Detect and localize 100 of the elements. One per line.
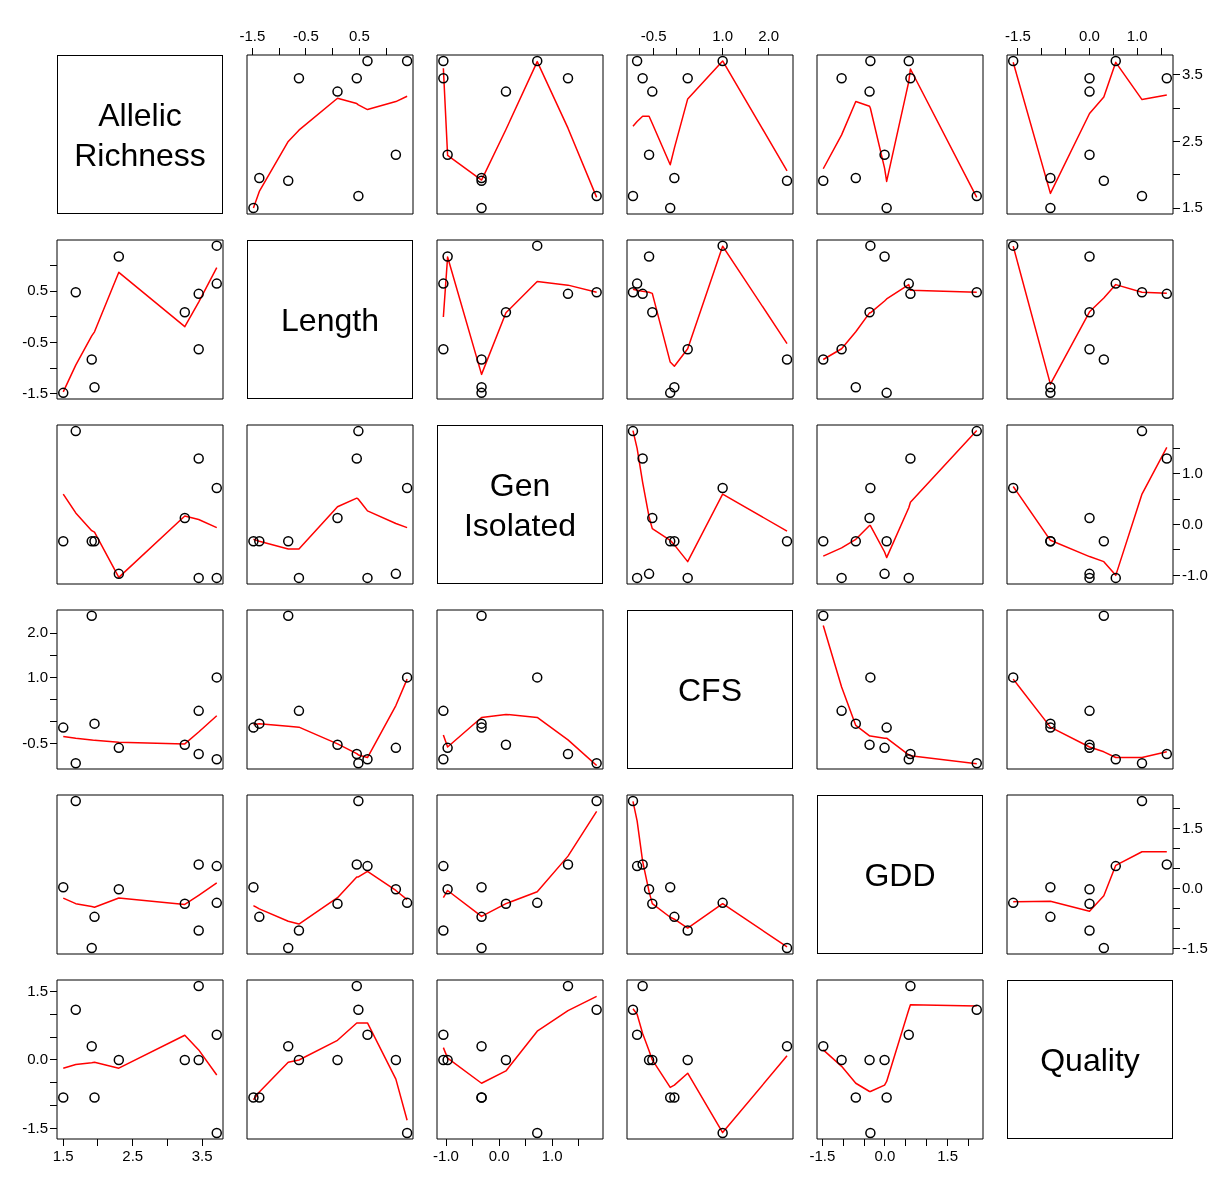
point bbox=[879, 1054, 890, 1066]
y-tick-label: 2.0 bbox=[27, 623, 48, 641]
point bbox=[562, 748, 574, 760]
point bbox=[865, 672, 876, 683]
point bbox=[669, 172, 680, 184]
point bbox=[1007, 672, 1019, 683]
point bbox=[562, 859, 574, 870]
point bbox=[476, 722, 487, 733]
point bbox=[211, 672, 222, 683]
point bbox=[293, 705, 305, 717]
point bbox=[401, 672, 413, 683]
point bbox=[476, 610, 487, 621]
point bbox=[476, 202, 487, 214]
point bbox=[89, 718, 100, 729]
point bbox=[211, 1029, 222, 1041]
point bbox=[1045, 911, 1056, 923]
point bbox=[864, 1054, 875, 1066]
point bbox=[717, 55, 728, 67]
point bbox=[438, 705, 449, 717]
text: Gen Isolated bbox=[437, 425, 603, 584]
point bbox=[362, 754, 373, 765]
point bbox=[627, 795, 639, 807]
point bbox=[717, 1127, 728, 1139]
point bbox=[193, 344, 204, 355]
point bbox=[631, 278, 643, 289]
point bbox=[476, 718, 487, 729]
y-tick-label: -0.5 bbox=[22, 332, 48, 350]
x-tick-label: 0.0 bbox=[488, 1147, 510, 1165]
y-tick-label: 0.0 bbox=[27, 1050, 48, 1068]
point bbox=[476, 911, 487, 923]
point bbox=[643, 568, 655, 580]
point bbox=[647, 86, 658, 97]
point bbox=[905, 288, 916, 300]
point bbox=[1098, 610, 1110, 621]
point bbox=[818, 354, 829, 365]
point bbox=[905, 453, 916, 464]
point bbox=[293, 925, 305, 936]
x-tick-label: 1.0 bbox=[712, 27, 734, 45]
point bbox=[476, 387, 487, 399]
point bbox=[682, 1054, 693, 1066]
point bbox=[1136, 758, 1148, 769]
point bbox=[1084, 898, 1095, 909]
point bbox=[58, 387, 69, 399]
point bbox=[500, 898, 512, 909]
point bbox=[248, 202, 259, 214]
x-tick-label: -0.5 bbox=[640, 27, 667, 45]
point bbox=[476, 354, 487, 365]
point bbox=[390, 742, 402, 754]
point bbox=[353, 1004, 364, 1015]
point bbox=[89, 381, 100, 393]
point bbox=[1161, 73, 1173, 84]
point bbox=[211, 754, 222, 765]
point bbox=[442, 742, 453, 754]
point bbox=[211, 572, 222, 584]
point bbox=[631, 860, 643, 872]
point bbox=[971, 190, 982, 202]
point bbox=[865, 1127, 876, 1139]
point bbox=[332, 898, 343, 909]
point bbox=[293, 1054, 305, 1066]
point bbox=[438, 278, 449, 289]
point bbox=[113, 1054, 125, 1066]
point bbox=[1084, 73, 1095, 84]
point bbox=[818, 175, 829, 186]
y-tick-label: 0.0 bbox=[1182, 514, 1203, 532]
point bbox=[1084, 884, 1095, 895]
point bbox=[664, 387, 676, 399]
point bbox=[282, 1041, 294, 1052]
point bbox=[1084, 572, 1095, 584]
point bbox=[211, 897, 222, 909]
point bbox=[1161, 859, 1173, 870]
point bbox=[401, 482, 413, 494]
point bbox=[627, 287, 639, 298]
y-tick-label: -1.5 bbox=[1182, 938, 1208, 956]
text: GDD bbox=[817, 795, 983, 954]
point bbox=[1161, 453, 1173, 464]
point bbox=[781, 536, 793, 547]
x-tick-label: -1.5 bbox=[809, 1147, 836, 1165]
point bbox=[211, 860, 222, 872]
point bbox=[362, 1029, 373, 1041]
point bbox=[438, 860, 449, 872]
point bbox=[500, 739, 512, 751]
point bbox=[58, 882, 69, 893]
point bbox=[211, 482, 222, 494]
point bbox=[643, 1054, 655, 1066]
x-tick-label: 1.0 bbox=[1126, 27, 1148, 45]
point bbox=[1084, 705, 1095, 717]
point bbox=[70, 1004, 81, 1015]
point bbox=[836, 1054, 847, 1066]
point bbox=[531, 55, 543, 67]
point bbox=[193, 288, 204, 300]
point bbox=[850, 381, 862, 393]
point bbox=[631, 1029, 643, 1041]
point bbox=[643, 884, 655, 895]
y-tick-label: 2.5 bbox=[1182, 131, 1203, 149]
point bbox=[211, 1127, 222, 1139]
point bbox=[442, 1054, 453, 1066]
point bbox=[637, 980, 648, 992]
point bbox=[879, 251, 890, 262]
point bbox=[669, 536, 680, 547]
point bbox=[332, 739, 343, 751]
